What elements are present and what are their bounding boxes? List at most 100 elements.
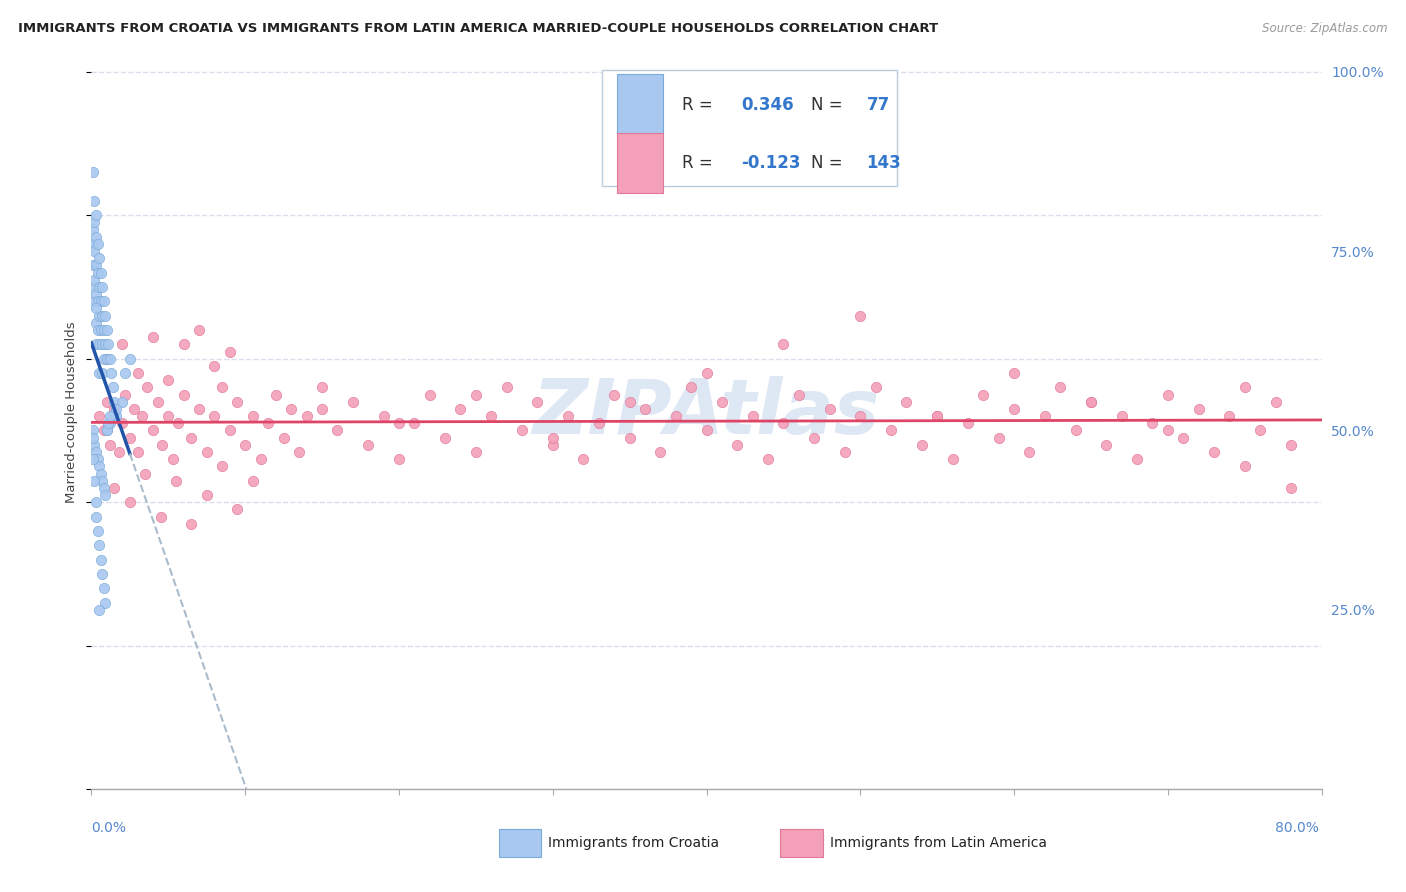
Point bbox=[96, 323, 118, 337]
Point bbox=[1264, 394, 1286, 409]
FancyBboxPatch shape bbox=[602, 70, 897, 186]
Point bbox=[942, 452, 965, 467]
Text: -0.123: -0.123 bbox=[741, 154, 800, 172]
Point bbox=[257, 417, 280, 431]
Point bbox=[87, 459, 110, 474]
Text: Immigrants from Croatia: Immigrants from Croatia bbox=[548, 836, 720, 850]
Point bbox=[311, 380, 333, 394]
Point bbox=[98, 417, 121, 431]
Point bbox=[94, 337, 117, 351]
Point bbox=[84, 301, 107, 316]
Point bbox=[86, 266, 108, 280]
Point bbox=[103, 481, 125, 495]
Point bbox=[118, 495, 141, 509]
Point bbox=[93, 323, 115, 337]
Point bbox=[880, 424, 903, 438]
Point bbox=[157, 373, 180, 387]
Point bbox=[1249, 424, 1271, 438]
Point bbox=[111, 337, 134, 351]
Point bbox=[242, 409, 264, 424]
Point bbox=[588, 417, 610, 431]
Point bbox=[665, 409, 688, 424]
Point bbox=[772, 417, 794, 431]
Point bbox=[233, 438, 256, 452]
Point bbox=[218, 344, 240, 359]
Point bbox=[1080, 394, 1102, 409]
Point bbox=[94, 596, 117, 610]
Point bbox=[634, 401, 657, 416]
Text: R =: R = bbox=[682, 95, 718, 113]
Point bbox=[972, 387, 994, 401]
Point bbox=[211, 459, 233, 474]
Point bbox=[114, 366, 136, 380]
Point bbox=[849, 309, 872, 323]
Point bbox=[111, 417, 134, 431]
Point bbox=[84, 287, 107, 301]
Point bbox=[226, 394, 249, 409]
Point bbox=[135, 380, 157, 394]
Point bbox=[87, 251, 110, 265]
Text: 77: 77 bbox=[866, 95, 890, 113]
Point bbox=[818, 401, 841, 416]
Point bbox=[264, 387, 287, 401]
Point bbox=[526, 394, 548, 409]
Point bbox=[91, 366, 114, 380]
Point bbox=[142, 424, 165, 438]
Point bbox=[202, 409, 225, 424]
Point bbox=[710, 394, 733, 409]
Point bbox=[202, 359, 225, 373]
Point bbox=[87, 409, 110, 424]
Point bbox=[87, 538, 110, 552]
Point bbox=[114, 387, 136, 401]
Point bbox=[1002, 401, 1025, 416]
Point bbox=[696, 424, 718, 438]
Point bbox=[101, 409, 124, 424]
Point bbox=[1157, 424, 1180, 438]
Point bbox=[91, 337, 114, 351]
Point bbox=[97, 337, 120, 351]
Point bbox=[90, 266, 112, 280]
Point bbox=[83, 474, 105, 488]
Point bbox=[82, 431, 104, 445]
Point bbox=[896, 394, 918, 409]
Point bbox=[96, 394, 118, 409]
FancyBboxPatch shape bbox=[617, 75, 664, 135]
Point bbox=[93, 424, 115, 438]
Point bbox=[180, 431, 202, 445]
Point bbox=[83, 244, 105, 258]
Y-axis label: Married-couple Households: Married-couple Households bbox=[65, 322, 79, 503]
Point bbox=[90, 467, 112, 481]
Point bbox=[91, 474, 114, 488]
Point bbox=[188, 323, 211, 337]
Point bbox=[603, 387, 626, 401]
Point bbox=[84, 316, 107, 330]
Point bbox=[134, 467, 156, 481]
Point bbox=[149, 509, 172, 524]
Point bbox=[86, 294, 108, 309]
Point bbox=[295, 409, 318, 424]
Point bbox=[865, 380, 887, 394]
Point bbox=[90, 323, 112, 337]
Point bbox=[131, 409, 153, 424]
Point bbox=[101, 380, 124, 394]
Point bbox=[82, 452, 104, 467]
Point bbox=[464, 387, 486, 401]
Point bbox=[541, 438, 564, 452]
Point bbox=[681, 380, 703, 394]
Point bbox=[725, 438, 748, 452]
Point bbox=[927, 409, 949, 424]
Text: Source: ZipAtlas.com: Source: ZipAtlas.com bbox=[1263, 22, 1388, 36]
Point bbox=[650, 445, 672, 459]
Text: N =: N = bbox=[811, 154, 848, 172]
Point bbox=[572, 452, 595, 467]
Point bbox=[91, 309, 114, 323]
Point bbox=[1049, 380, 1071, 394]
Point bbox=[84, 259, 107, 273]
Point bbox=[495, 380, 517, 394]
Point bbox=[388, 452, 411, 467]
Point bbox=[146, 394, 169, 409]
Point bbox=[911, 438, 934, 452]
Point bbox=[1142, 417, 1164, 431]
Point bbox=[96, 351, 118, 366]
Point bbox=[273, 431, 295, 445]
